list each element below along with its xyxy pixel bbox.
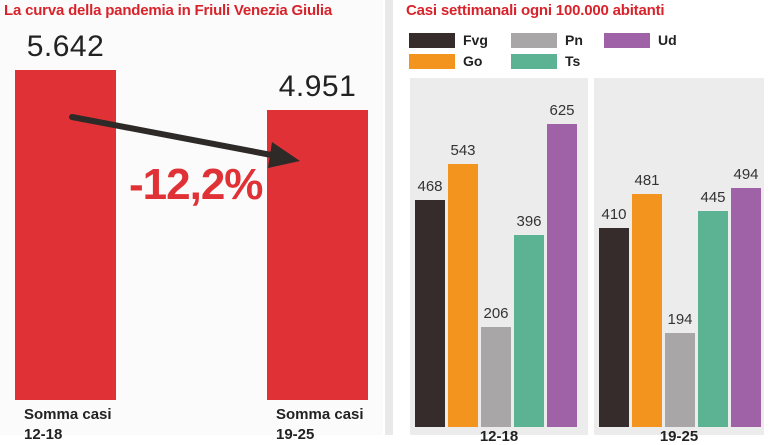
bar-value-label: 445 <box>700 189 726 207</box>
legend-swatch <box>511 32 557 48</box>
legend-item: Ud <box>604 31 677 49</box>
bar-ud <box>731 187 761 427</box>
bar-ts <box>514 235 544 427</box>
bar-fvg <box>599 228 629 427</box>
bar-pn <box>665 332 695 427</box>
x-tick-label: 12-18 <box>479 428 519 445</box>
x-axis-label: Somma casi <box>24 406 112 423</box>
bar-value-label: 468 <box>417 178 443 196</box>
bar-value-label: 4.951 <box>278 70 357 104</box>
bar-value-label: 543 <box>450 141 476 159</box>
bar-ud <box>547 124 577 427</box>
bar-go <box>632 193 662 427</box>
bar-go <box>448 163 478 427</box>
legend-label: Pn <box>565 32 583 48</box>
bar-value-label: 625 <box>549 102 575 119</box>
legend-swatch <box>409 53 455 69</box>
panel-divider <box>385 0 393 435</box>
bar-value-label: 481 <box>634 171 660 189</box>
bar-value-label: 396 <box>516 213 542 231</box>
legend-item: Go <box>409 52 482 70</box>
legend-label: Fvg <box>463 32 488 48</box>
bar-fvg <box>415 200 445 427</box>
bar-value-label: 410 <box>601 206 627 224</box>
bar-value-label: 494 <box>733 165 759 183</box>
change-arrow-icon <box>69 114 300 168</box>
x-tick-label: 19-25 <box>659 428 699 445</box>
bar-ts <box>698 211 728 427</box>
bar-value-label: 206 <box>483 305 509 323</box>
legend-swatch <box>409 32 455 48</box>
left-chart-title: La curva della pandemia in Friuli Venezi… <box>4 2 333 19</box>
legend-item: Fvg <box>409 31 488 49</box>
legend-swatch <box>604 32 650 48</box>
bar-value-label: 5.642 <box>26 30 105 63</box>
legend-label: Ud <box>658 32 677 48</box>
change-percentage: -12,2% <box>129 160 263 209</box>
right-chart-title: Casi settimanali ogni 100.000 abitanti <box>406 2 665 19</box>
bar-value-label: 194 <box>667 310 693 328</box>
legend-item: Pn <box>511 31 583 49</box>
bar-pn <box>481 327 511 427</box>
legend-label: Go <box>463 53 483 69</box>
legend-swatch <box>511 53 557 69</box>
legend-item: Ts <box>511 52 580 70</box>
legend-label: Ts <box>565 53 581 69</box>
x-axis-label: Somma casi <box>276 406 364 423</box>
